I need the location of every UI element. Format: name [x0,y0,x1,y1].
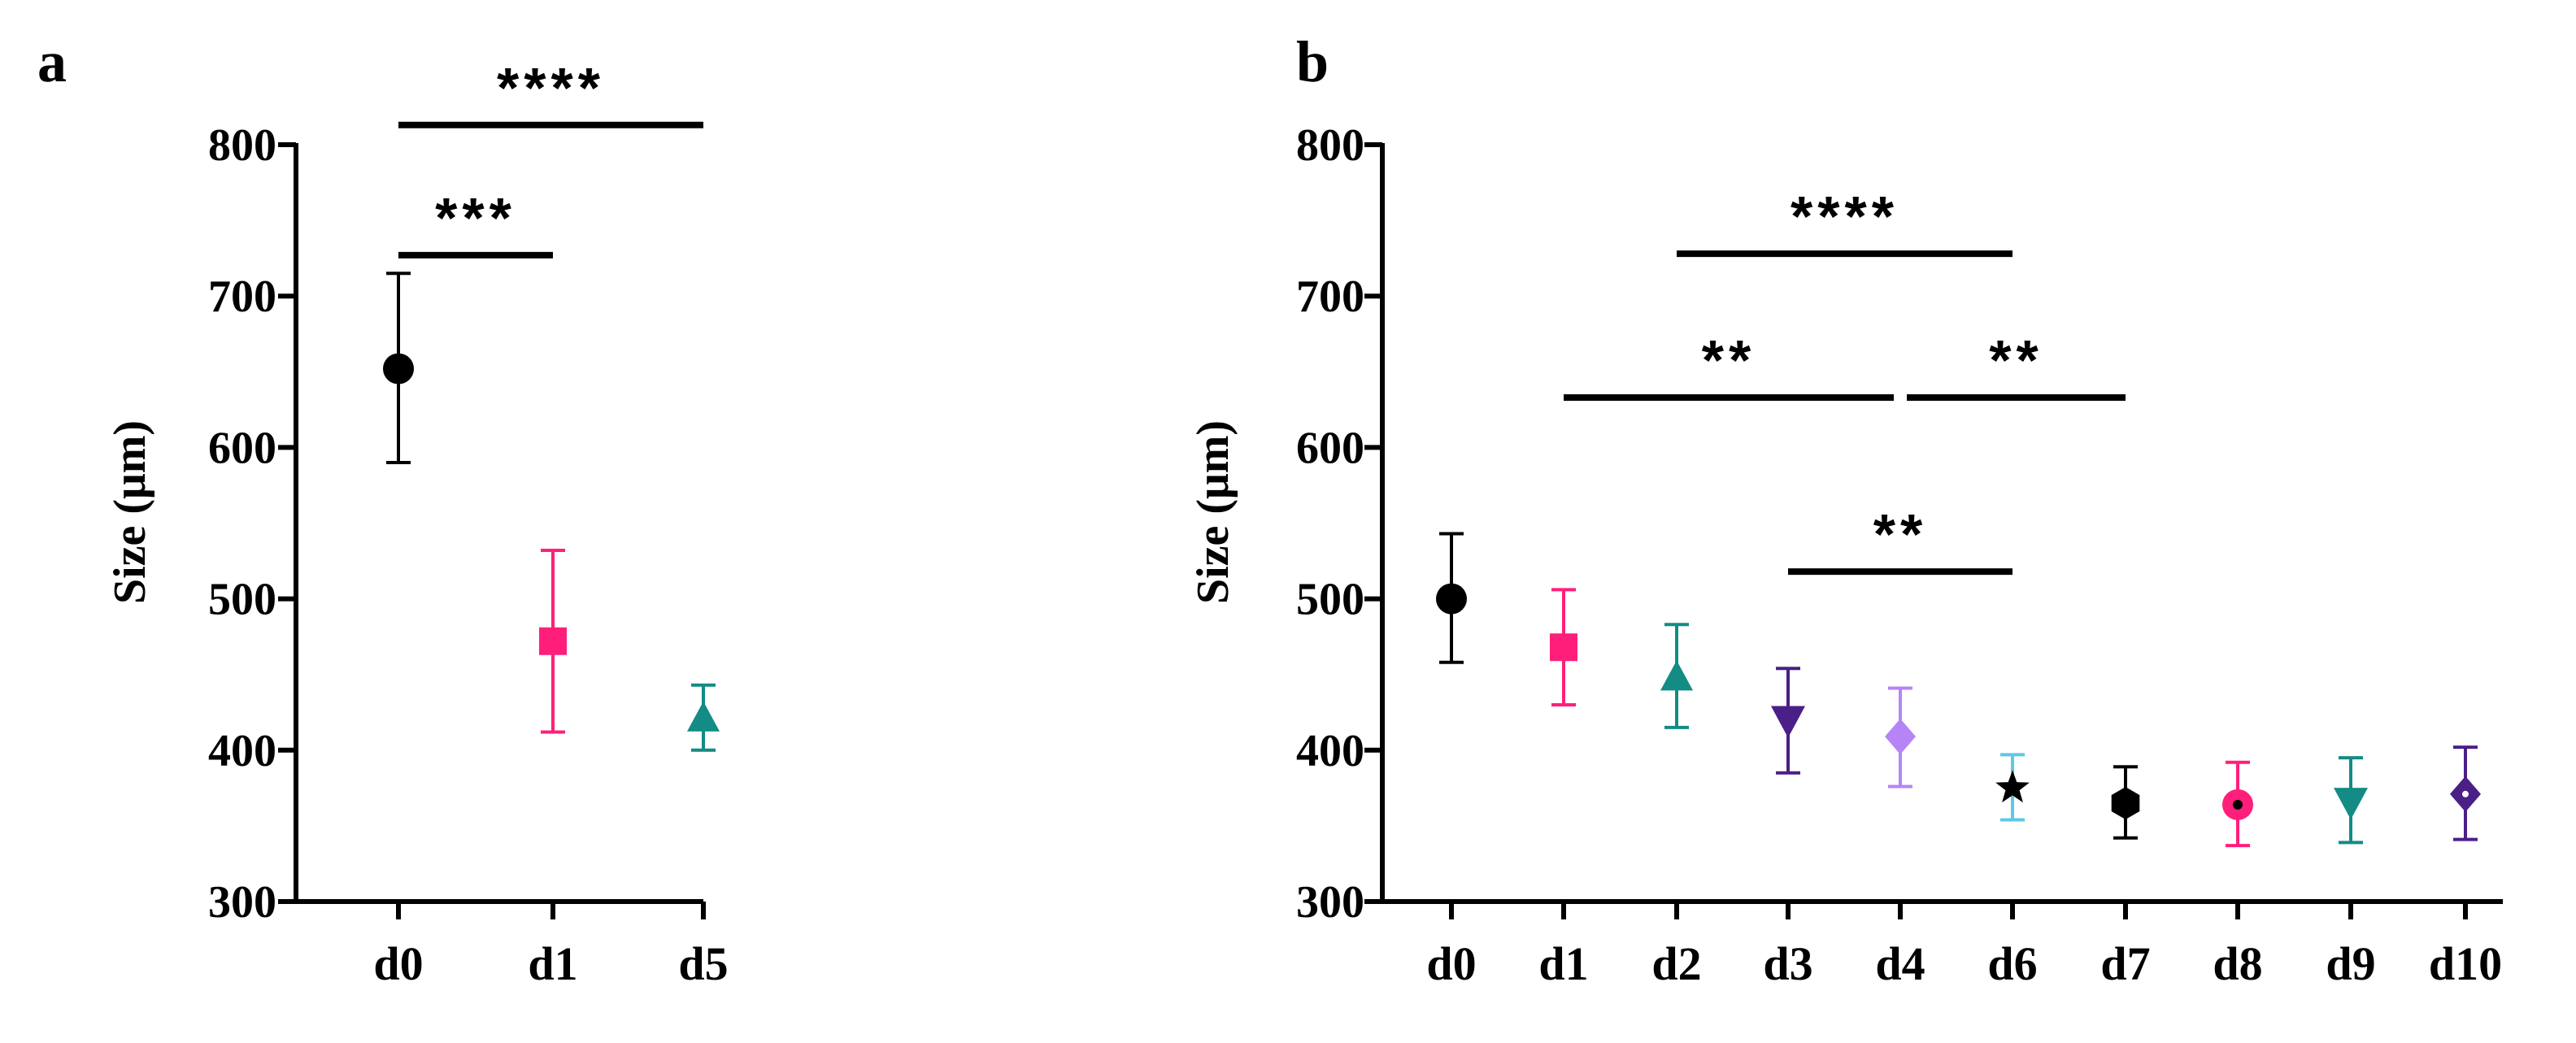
panel-a-significance-label: **** [497,56,605,120]
panel-b-category-label: d10 [2429,937,2502,990]
panel-b-y-tick-label: 600 [1296,423,1364,473]
panel-b-y-tick-label: 400 [1296,726,1364,776]
panel-a-data-point-d1 [539,627,567,655]
panel-b-category-label: d6 [1987,937,2037,990]
panel-b-significance-label: ** [1873,502,1927,566]
panel-b-y-tick-label: 500 [1296,575,1364,625]
panel-b-data-point-d1 [1550,633,1577,662]
panel-a-significance-label: *** [435,186,516,250]
panel-b-data-point-d10-dot [2462,790,2469,797]
panel-b-category-label: d7 [2100,937,2150,990]
panel-b-category-label: d9 [2326,937,2375,990]
panel-a-y-tick-label: 600 [208,423,276,473]
panel-b-significance-label: ** [1989,328,2043,392]
panel-b-category-label: d4 [1875,937,1925,990]
panel-b-y-axis-title: Size (μm) [1188,420,1238,604]
panel-b-category-label: d2 [1651,937,1701,990]
panel-b-data-point-d0 [1436,583,1467,615]
panel-b-letter: b [1296,29,1329,94]
panel-a-category-label: d0 [373,937,423,990]
panel-b-data-point-d7 [2111,787,2140,819]
panel-a-category-label: d1 [528,937,577,990]
panel-b-plot-area: 300 400 500 600 700 800 d0 d1 d2 d3 d4 d6 d7 d8 d9 d10 *… [1296,120,2503,990]
panel-a-y-tick-label: 700 [208,272,276,322]
panel-b-category-label: d1 [1538,937,1588,990]
panel-b-data-point-d2 [1660,660,1693,691]
panel-b-data-point-d8-dot [2233,799,2243,810]
panel-b-category-label: d3 [1763,937,1812,990]
panel-b-data-point-d3 [1771,706,1805,738]
panel-a-data-point-d5 [687,701,720,732]
panel-a-y-tick-label: 300 [208,877,276,928]
panel-b-y-tick-label: 300 [1296,877,1364,928]
panel-b-data-point-d9 [2334,788,2368,820]
panel-a-letter: a [37,29,67,94]
panel-b-significance-label: **** [1791,185,1899,248]
panel-b-y-tick-label: 800 [1296,120,1364,171]
panel-b-category-label: d8 [2213,937,2262,990]
panel-b-data-point-d4 [1885,719,1916,755]
panel-a-y-axis-title: Size (μm) [105,420,155,604]
panel-a-y-tick-label: 400 [208,726,276,776]
panel-b-y-tick-label: 700 [1296,272,1364,322]
panel-a-y-tick-label: 500 [208,575,276,625]
panel-b: b Size (μm) 300 400 500 600 700 800 d0 d1 d2 d3 d4… [1188,29,2503,990]
panel-b-data-point-d6 [1995,770,2030,803]
panel-b-significance-label: ** [1702,328,1756,392]
panel-a-category-label: d5 [678,937,728,990]
panel-b-category-label: d0 [1426,937,1476,990]
panel-a-data-point-d0 [383,353,414,385]
panel-a-y-tick-label: 800 [208,120,276,171]
